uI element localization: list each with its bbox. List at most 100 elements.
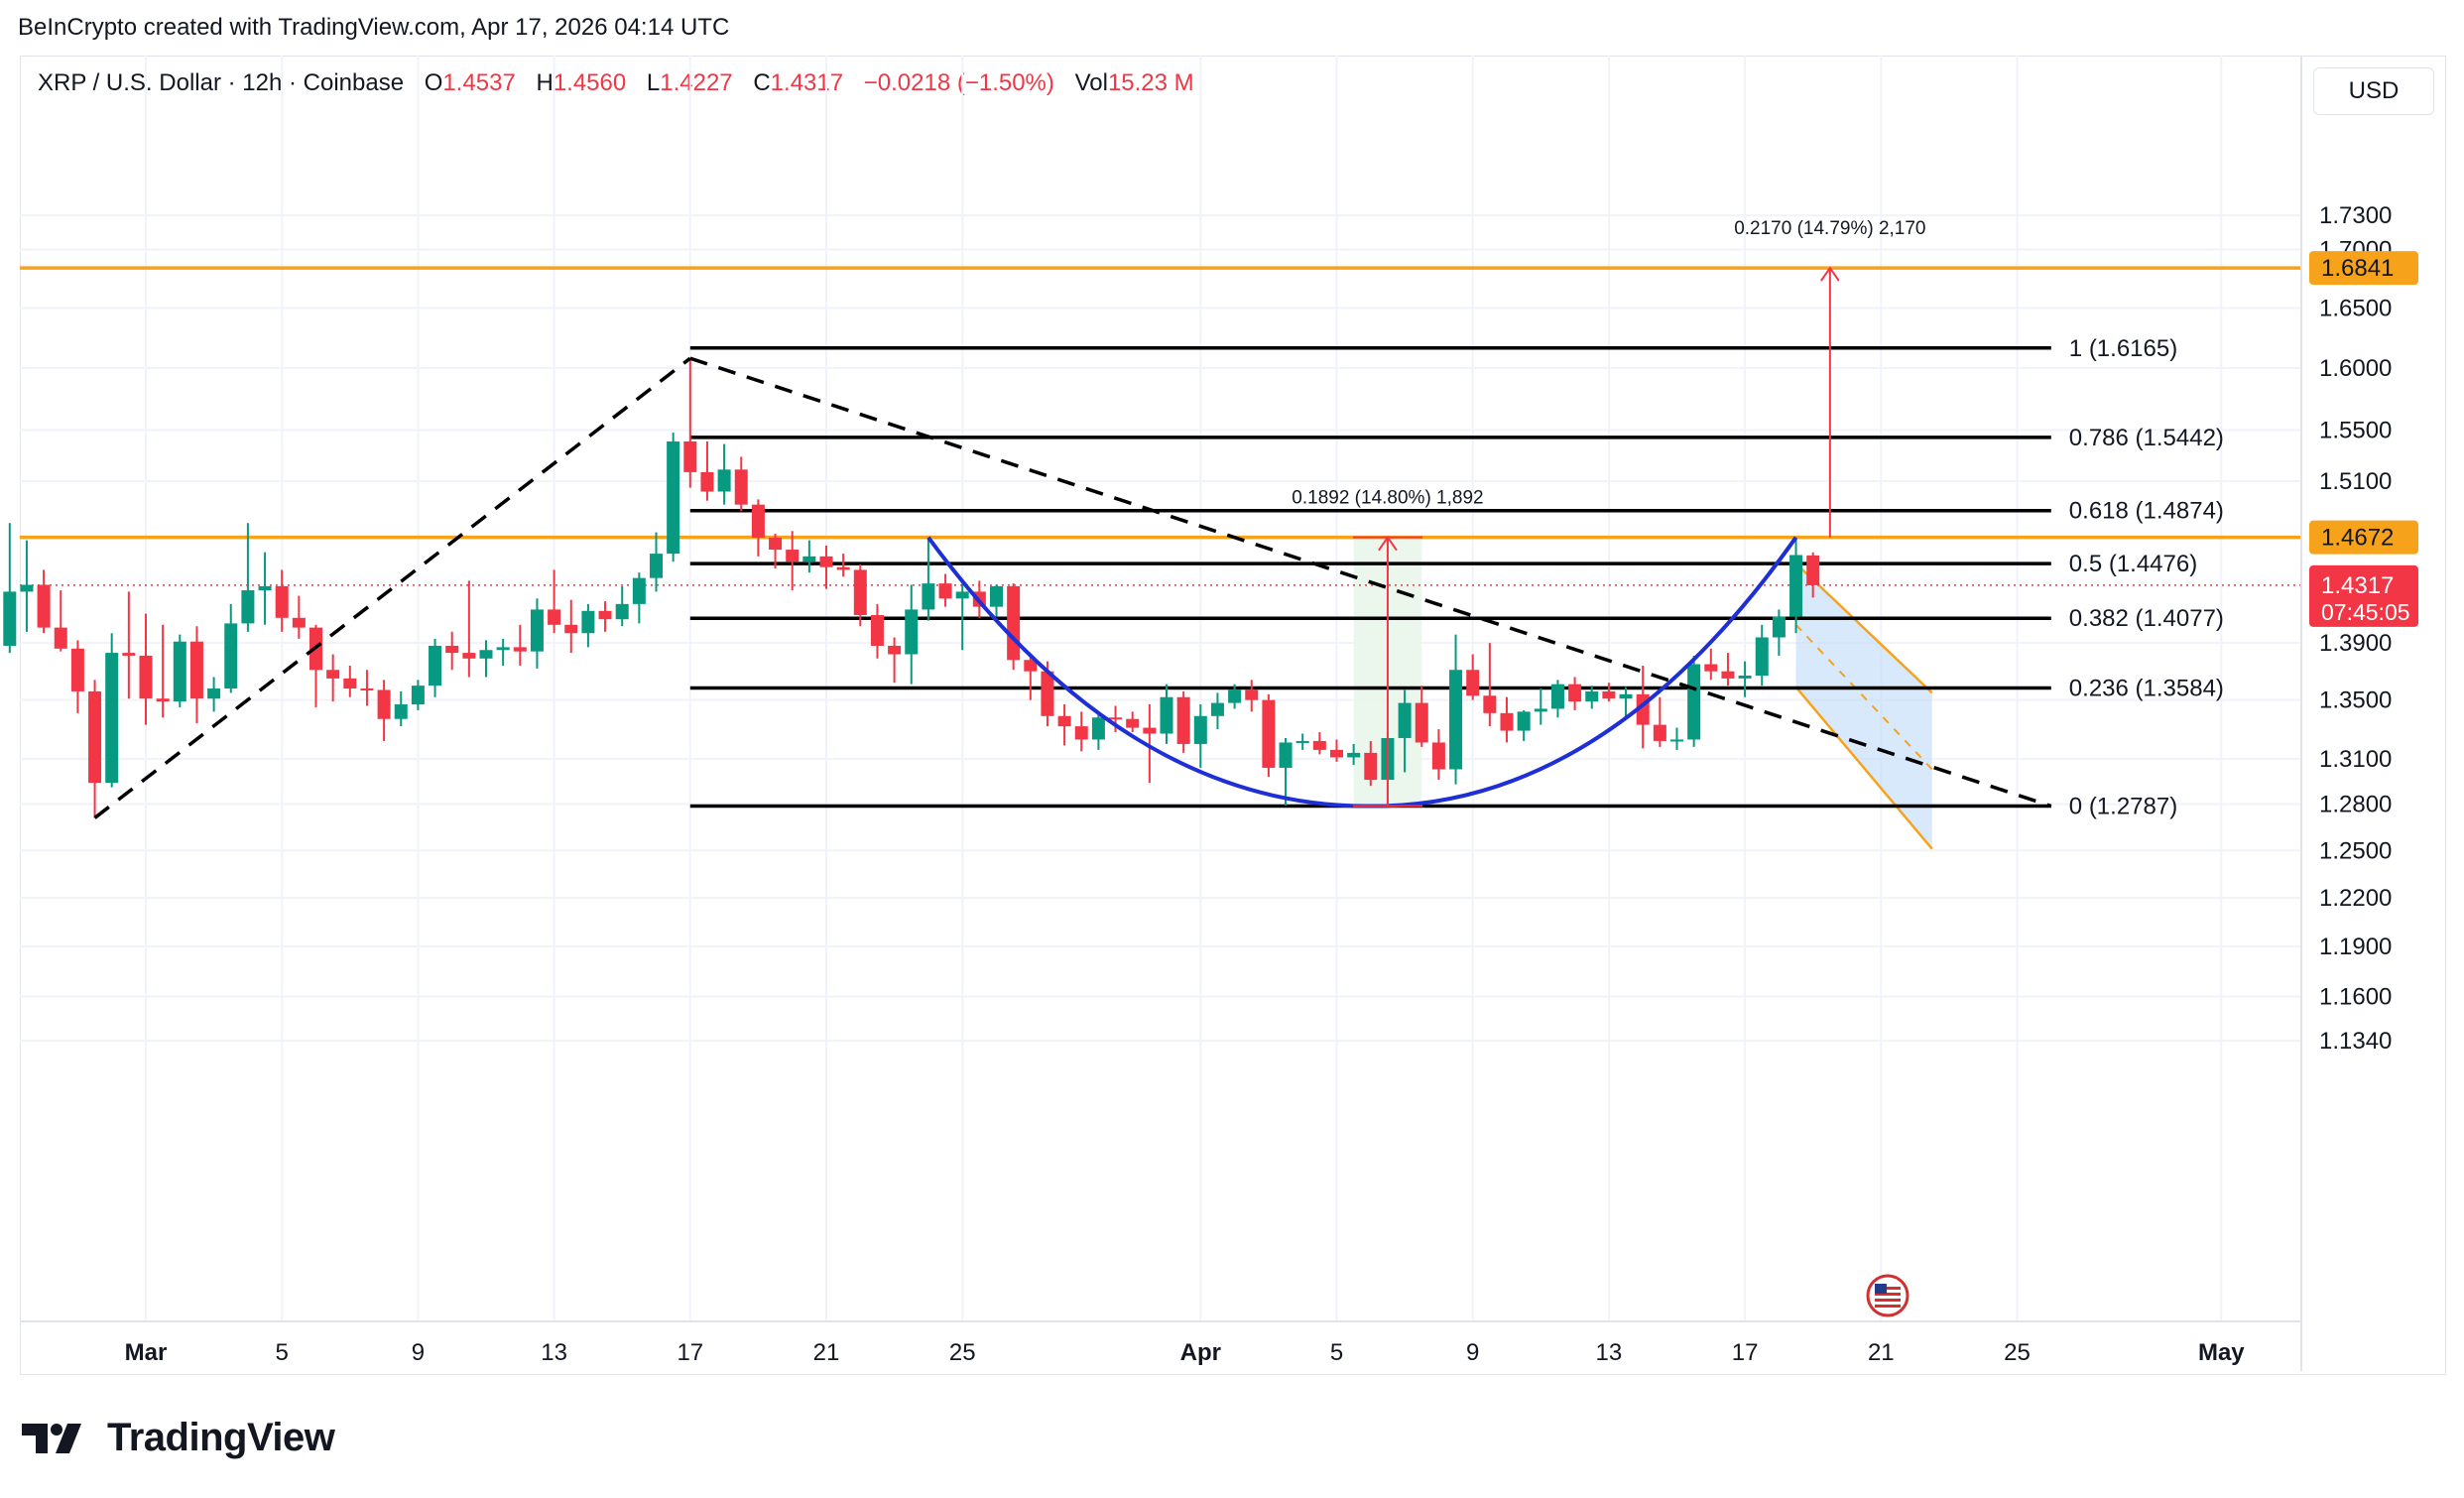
price-tick-7: 1.3500: [2319, 687, 2392, 714]
open-value: 1.4537: [442, 69, 516, 96]
close-value: 1.4317: [770, 69, 844, 96]
rally-line: [93, 356, 691, 819]
candle-body-78: [1330, 749, 1343, 758]
resistance-upper-tag-text: 1.6841: [2321, 255, 2394, 282]
candle-70: [1193, 704, 1207, 768]
high-value: 1.4560: [553, 69, 627, 96]
resistance-neckline-tag: [2309, 520, 2418, 555]
candle-body-100: [1704, 664, 1718, 672]
candle-body-102: [1738, 676, 1752, 679]
flag-stripe-1: [1875, 1293, 1901, 1296]
candle-body-11: [189, 641, 203, 699]
time-tick-5: 21: [813, 1339, 840, 1366]
candle-body-2: [37, 584, 51, 628]
candle-body-86: [1466, 670, 1480, 696]
candle-29: [496, 638, 510, 666]
time-tick-11: 17: [1732, 1339, 1759, 1366]
candle-87: [1483, 643, 1497, 727]
candle-68: [1160, 684, 1173, 744]
candle-body-103: [1755, 637, 1769, 677]
candle-47: [802, 540, 816, 573]
candle-body-30: [513, 647, 527, 652]
price-tick-3: 1.6000: [2319, 355, 2392, 382]
close-label: C: [753, 69, 771, 96]
fib-label-0.382: 0.382 (1.4077): [2069, 605, 2224, 632]
tradingview-logo[interactable]: TradingView: [22, 1413, 335, 1462]
candle-104: [1772, 609, 1786, 656]
candle-body-9: [156, 698, 170, 702]
candle-75: [1279, 737, 1293, 807]
candle-body-17: [292, 617, 306, 628]
time-tick-12: 21: [1868, 1339, 1895, 1366]
candle-44: [751, 499, 765, 557]
candle-body-75: [1279, 742, 1293, 768]
candle-body-76: [1295, 740, 1309, 743]
fibonacci-retracement[interactable]: 1 (1.6165) 0.786 (1.5442) 0.618 (1.4874) 0.…: [689, 335, 2224, 820]
target-measure-label: 0.2170 (14.79%) 2,170: [1734, 218, 1925, 239]
candle-body-21: [360, 688, 374, 691]
candle-5: [88, 680, 102, 818]
candle-body-28: [479, 650, 493, 659]
candle-body-19: [326, 670, 340, 679]
candle-80: [1364, 740, 1378, 787]
candle-body-67: [1143, 727, 1157, 734]
candle-102: [1738, 661, 1752, 697]
drawings[interactable]: 0.1892 (14.80%) 1,892 0.2170 (14.79%) 2,1…: [93, 218, 2052, 819]
horizontal-levels[interactable]: [20, 266, 2301, 586]
candle-34: [581, 603, 595, 648]
handle-projection-area: [1795, 563, 1932, 849]
time-axis[interactable]: Mar 5 9 13 17 21 25 Apr 5 9 13 17 21 25 May: [20, 1320, 2301, 1366]
candle-63: [1074, 711, 1088, 752]
price-tick-10: 1.2500: [2319, 837, 2392, 864]
handle-mid-line: [1794, 624, 1933, 771]
candle-4: [70, 640, 84, 713]
candle-17: [292, 595, 306, 639]
time-tick-6: 25: [949, 1339, 976, 1366]
price-chart[interactable]: 1 (1.6165) 0.786 (1.5442) 0.618 (1.4874) 0.…: [0, 0, 2464, 1389]
candle-body-63: [1074, 726, 1088, 740]
candle-14: [241, 523, 255, 632]
currency-button[interactable]: USD: [2313, 67, 2434, 115]
candle-67: [1143, 704, 1157, 784]
candle-64: [1091, 712, 1105, 750]
candle-84: [1431, 729, 1445, 781]
price-tick-5: 1.5100: [2319, 468, 2392, 495]
candle-body-104: [1772, 616, 1786, 638]
candle-30: [513, 624, 527, 666]
candle-42: [717, 443, 731, 505]
candle-body-0: [3, 591, 17, 646]
candle-12: [207, 677, 221, 712]
candle-106: [1806, 552, 1820, 598]
volume-value: 15.23 M: [1107, 69, 1194, 96]
candle-98: [1670, 727, 1683, 750]
candle-50: [853, 563, 867, 627]
candle-body-94: [1602, 690, 1616, 699]
price-tick-12: 1.1900: [2319, 934, 2392, 960]
candle-body-3: [54, 627, 67, 649]
candle-69: [1176, 690, 1190, 753]
candle-7: [122, 591, 136, 699]
candle-13: [224, 603, 238, 693]
candle-89: [1517, 709, 1531, 741]
candle-54: [922, 537, 935, 621]
descending-trendline: [689, 356, 2052, 809]
candle-body-72: [1228, 689, 1242, 703]
candle-body-29: [496, 647, 510, 651]
candle-body-71: [1210, 702, 1224, 716]
candle-62: [1057, 704, 1071, 746]
price-axis[interactable]: 1.73001.70001.65001.60001.55001.51001.39…: [2300, 56, 2392, 1371]
chart-credit: BeInCrypto created with TradingView.com,…: [18, 14, 730, 41]
candle-20: [343, 665, 357, 697]
candle-24: [411, 680, 425, 710]
candle-55: [938, 573, 952, 607]
candle-body-45: [769, 537, 783, 551]
us-flag-event-icon[interactable]: [1866, 1274, 1910, 1317]
candle-body-44: [751, 504, 765, 538]
candle-body-77: [1312, 740, 1326, 750]
candle-body-84: [1431, 742, 1445, 770]
candle-72: [1228, 684, 1242, 709]
candle-body-79: [1347, 752, 1361, 758]
symbol-label[interactable]: XRP / U.S. Dollar · 12h · Coinbase: [38, 69, 405, 96]
candle-body-20: [343, 678, 357, 689]
candle-88: [1500, 696, 1514, 743]
